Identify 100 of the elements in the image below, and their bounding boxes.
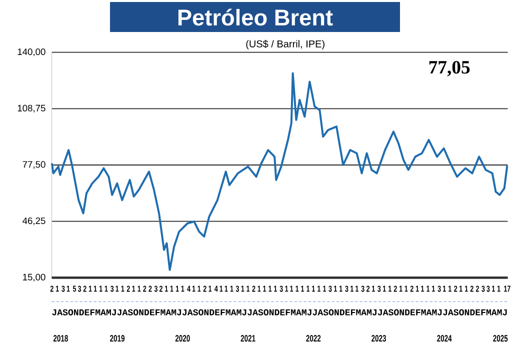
chart-subtitle: (US$ / Barril, IPE) xyxy=(246,40,324,50)
x-tick-label: 3 xyxy=(280,286,283,292)
x-tick-label: 3 xyxy=(62,286,65,292)
x-tick-label: 1 xyxy=(220,286,223,292)
x-tick-label: 1 xyxy=(350,286,354,292)
x-tick-label: 1 xyxy=(426,286,430,292)
x-tick-label: 1 xyxy=(432,286,435,292)
x-tick-label: 1 xyxy=(497,286,500,292)
x-tick-label: 1 xyxy=(356,286,358,292)
y-tick-label: 15,00 xyxy=(23,274,46,282)
x-tick-label: 3 xyxy=(78,286,82,292)
x-tick-label: 1 xyxy=(318,286,321,292)
x-tick-label: 1 xyxy=(230,286,234,292)
x-tick-label: 1 xyxy=(181,286,184,292)
y-tick-label: 46,25 xyxy=(22,217,46,226)
x-tick-label: 3 xyxy=(154,286,158,292)
x-tick-label: 1 xyxy=(198,286,201,292)
x-tick-label: 1 xyxy=(290,286,294,292)
x-tick-label: 1 xyxy=(104,286,108,292)
x-tick-label: 1 xyxy=(301,286,304,292)
x-tick-label: 2 xyxy=(126,286,130,292)
x-tick-label: 3 xyxy=(361,286,364,292)
x-tick-label: 3 xyxy=(486,286,490,292)
x-tick-label: 2 xyxy=(394,286,397,292)
x-tick-label: 3 xyxy=(236,286,239,292)
x-tick-label: 1 xyxy=(246,286,250,292)
x-tick-label: 1 xyxy=(448,286,452,292)
x2-tick-label: 2023 xyxy=(372,334,386,342)
y-tick-label: 77,50 xyxy=(22,161,46,169)
x-tick-label: 1 xyxy=(132,286,136,292)
x-tick-label: 1 xyxy=(274,286,277,292)
x-tick-label: 1 xyxy=(56,286,59,292)
x-tick-label: 4 xyxy=(187,286,190,292)
x-tick-label: 2 xyxy=(50,286,54,292)
x-tick-label: 1 xyxy=(296,286,299,292)
x-tick-label: 1 xyxy=(416,286,419,292)
x-tick-label: 1 xyxy=(339,286,342,292)
x-tick-label: 2 xyxy=(454,286,458,292)
x-tick-label: 2 xyxy=(148,286,152,292)
x-tick-label: 3 xyxy=(345,286,348,292)
x-tick-label: 3 xyxy=(328,286,332,292)
x-tick-label: 1 xyxy=(241,286,244,292)
x-tick-label: 17 xyxy=(504,286,510,292)
x-tick-label: 3 xyxy=(438,286,441,292)
x-tick-label: 2 xyxy=(143,286,146,292)
x-tick-label: 1 xyxy=(176,286,179,292)
y-tick-label: 108,75 xyxy=(18,104,46,112)
x-tick-label: 1 xyxy=(116,286,119,292)
x-tick-label: 1 xyxy=(138,286,141,292)
x-tick-label: 1 xyxy=(94,286,97,292)
x-tick-label: 1 xyxy=(382,286,386,292)
x-tick-label: 1 xyxy=(165,286,168,292)
x2-tick-label: 2024 xyxy=(437,334,452,342)
chart-title: Petróleo Brent xyxy=(178,8,333,26)
x-tick-label: 2 xyxy=(203,286,206,292)
x-tick-label: 2 xyxy=(470,286,474,292)
x-tick-label: 1 xyxy=(372,286,375,292)
x-tick-label: 1 xyxy=(208,286,212,292)
x-tick-label: 1 xyxy=(88,286,92,292)
x2-tick-label: 2025 xyxy=(493,334,508,342)
x-tick-label: 1 xyxy=(224,286,228,292)
x-tick-label: 4 xyxy=(214,286,218,292)
x-axis-title: JASONDEFMAMJJASONDEFMAMJJASONDEFMAMJJASONDEFMAMJJASONDEFMAMJJASONDEFMAMJJASONDEFMAMJ xyxy=(52,309,507,316)
x-tick-label: 2 xyxy=(252,286,256,292)
x-tick-label: 1 xyxy=(268,286,272,292)
x2-tick-label: 2020 xyxy=(175,334,190,342)
x-tick-label: 1 xyxy=(459,286,462,292)
x-tick-label: 1 xyxy=(334,286,337,292)
x-tick-label: 1 xyxy=(399,286,402,292)
x-tick-label: 1 xyxy=(192,286,196,292)
x-tick-label: 3 xyxy=(110,286,114,292)
x-tick-label: 2 xyxy=(159,286,162,292)
x-tick-label: 2 xyxy=(410,286,414,292)
x-tick-label: 1 xyxy=(312,286,315,292)
annotation: 77,05 xyxy=(429,60,470,76)
x-tick-label: 1 xyxy=(465,286,468,292)
x-tick-label: 1 xyxy=(323,286,326,292)
x-tick-label: 1 xyxy=(121,286,124,292)
x-tick-label: 2 xyxy=(83,286,86,292)
x-tick-label: 1 xyxy=(263,286,266,292)
x-tick-label: 1 xyxy=(442,286,446,292)
x-tick-label: 1 xyxy=(404,286,408,292)
y-tick-label: 140,00 xyxy=(18,48,46,56)
x-tick-label: 1 xyxy=(99,286,102,292)
x-tick-label: 1 xyxy=(258,286,261,292)
x-tick-label: 1 xyxy=(492,286,495,292)
x2-tick-label: 2018 xyxy=(53,334,68,342)
x2-tick-label: 2021 xyxy=(240,334,256,342)
x-tick-label: 3 xyxy=(482,286,485,292)
x-tick-label: 1 xyxy=(170,286,174,292)
x-tick-label: 2 xyxy=(366,286,370,292)
x2-tick-label: 2019 xyxy=(110,334,125,342)
x-tick-label: 1 xyxy=(285,286,288,292)
x-tick-label: 3 xyxy=(378,286,381,292)
x-tick-label: 1 xyxy=(66,286,70,292)
x-tick-label: 5 xyxy=(72,286,76,292)
x-tick-label: 1 xyxy=(388,286,392,292)
x-tick-label: 2 xyxy=(476,286,479,292)
x-tick-label: 1 xyxy=(306,286,310,292)
x2-tick-label: 2022 xyxy=(306,334,321,342)
